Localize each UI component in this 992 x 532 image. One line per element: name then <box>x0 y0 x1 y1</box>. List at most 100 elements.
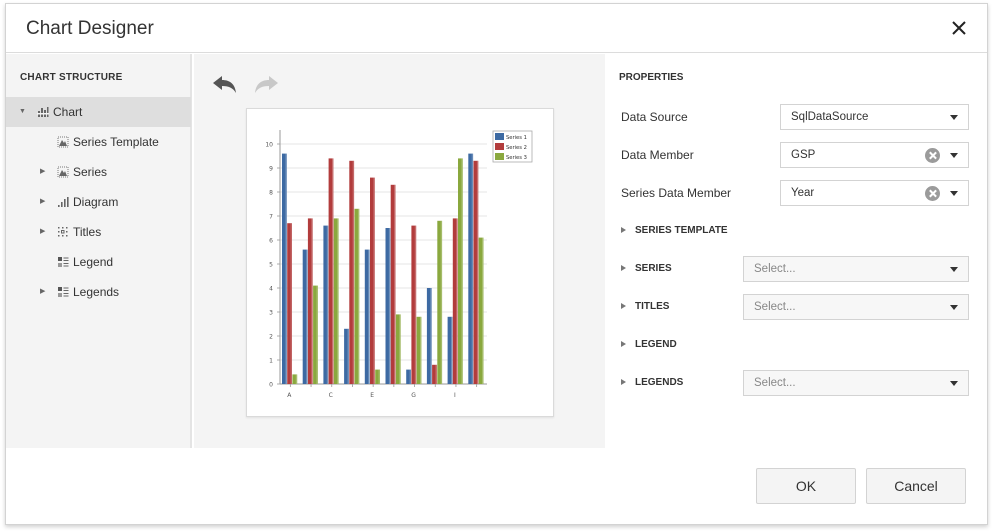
svg-text:6: 6 <box>269 238 273 245</box>
svg-text:Series 2: Series 2 <box>506 145 527 151</box>
series-data-member-select[interactable]: Year <box>780 180 969 206</box>
chevron-down-icon <box>950 191 958 196</box>
legends-select-placeholder: Select... <box>754 377 796 389</box>
chevron-down-icon <box>950 267 958 272</box>
section-label: SERIES <box>635 263 672 274</box>
data-member-label: Data Member <box>621 148 694 162</box>
tree-item-legends[interactable]: ▶ Legends <box>6 277 191 307</box>
chart-preview-panel: 0 1 2 3 4 5 6 7 8 9 10 A C E G I Series 1 Series 2 Series … <box>194 54 605 448</box>
tree-item-label: Series <box>73 165 108 179</box>
titles-select[interactable]: Select... <box>743 294 969 320</box>
chevron-down-icon <box>950 115 958 120</box>
close-icon <box>952 21 966 35</box>
tree-item-label: Series Template <box>73 135 159 149</box>
svg-text:3: 3 <box>269 310 273 317</box>
data-source-label: Data Source <box>621 110 688 124</box>
chevron-down-icon <box>950 153 958 158</box>
svg-text:Series 3: Series 3 <box>506 155 527 161</box>
series-data-member-value: Year <box>791 187 815 199</box>
series-data-member-label: Series Data Member <box>621 186 732 200</box>
expand-arrow-icon <box>621 341 626 347</box>
properties-heading: PROPERTIES <box>619 72 684 83</box>
collapsed-arrow-icon[interactable]: ▶ <box>40 228 46 235</box>
collapsed-arrow-icon[interactable]: ▶ <box>40 198 46 205</box>
svg-text:0: 0 <box>269 382 273 389</box>
tree-item-label: Diagram <box>73 195 119 209</box>
chart-icon <box>37 106 49 118</box>
tree-item-label: Legends <box>73 285 120 299</box>
tree-item-diagram[interactable]: ▶ Diagram <box>6 187 191 217</box>
redo-button[interactable] <box>252 74 280 96</box>
svg-text:4: 4 <box>269 286 273 293</box>
svg-text:E: E <box>370 392 374 399</box>
svg-text:C: C <box>329 392 333 399</box>
properties-panel: PROPERTIES Data Source SqlDataSource Dat… <box>605 54 987 448</box>
cancel-button[interactable]: Cancel <box>866 468 966 504</box>
chart-designer-dialog: Chart Designer CHART STRUCTURE ▼ Chart Ser… <box>5 3 988 525</box>
section-label: TITLES <box>635 301 670 312</box>
legend-icon <box>57 256 69 268</box>
svg-text:A: A <box>287 392 292 399</box>
chart-structure-tree: ▼ Chart Series Template ▶ Series ▶ Diagram ▶ Tit… <box>6 97 191 307</box>
svg-text:7: 7 <box>269 214 273 221</box>
series-icon <box>57 166 69 178</box>
section-label: LEGEND <box>635 339 677 350</box>
section-series-template[interactable]: SERIES TEMPLATE <box>621 225 728 236</box>
redo-icon <box>255 76 278 93</box>
dialog-title: Chart Designer <box>26 18 154 39</box>
chevron-down-icon <box>950 305 958 310</box>
data-member-select[interactable]: GSP <box>780 142 969 168</box>
svg-text:G: G <box>411 392 416 399</box>
bar-chart: 0 1 2 3 4 5 6 7 8 9 10 A C E G I Series 1 Series 2 Series … <box>265 130 533 399</box>
collapsed-arrow-icon[interactable]: ▶ <box>40 288 46 295</box>
chart-preview[interactable]: 0 1 2 3 4 5 6 7 8 9 10 A C E G I Series 1 Series 2 Series … <box>246 108 554 417</box>
titles-icon <box>57 226 69 238</box>
expanded-arrow-icon[interactable]: ▼ <box>19 108 26 115</box>
svg-text:8: 8 <box>269 190 273 197</box>
svg-text:I: I <box>454 392 456 399</box>
dialog-header: Chart Designer <box>6 4 987 53</box>
chevron-down-icon <box>950 381 958 386</box>
series-select[interactable]: Select... <box>743 256 969 282</box>
tree-item-series[interactable]: ▶ Series <box>6 157 191 187</box>
expand-arrow-icon <box>621 303 626 309</box>
svg-text:5: 5 <box>269 262 273 269</box>
section-legends[interactable]: LEGENDS <box>621 377 683 388</box>
diagram-icon <box>57 196 69 208</box>
tree-item-series-template[interactable]: Series Template <box>6 127 191 157</box>
tree-item-titles[interactable]: ▶ Titles <box>6 217 191 247</box>
clear-icon[interactable] <box>925 186 940 201</box>
data-source-value: SqlDataSource <box>791 111 869 123</box>
expand-arrow-icon <box>621 379 626 385</box>
expand-arrow-icon <box>621 227 626 233</box>
collapsed-arrow-icon[interactable]: ▶ <box>40 168 46 175</box>
close-button[interactable] <box>949 18 969 38</box>
legends-select[interactable]: Select... <box>743 370 969 396</box>
expand-arrow-icon <box>621 265 626 271</box>
section-label: LEGENDS <box>635 377 684 388</box>
data-source-select[interactable]: SqlDataSource <box>780 104 969 130</box>
titles-select-placeholder: Select... <box>754 301 796 313</box>
tree-item-chart[interactable]: ▼ Chart <box>6 97 191 127</box>
data-member-value: GSP <box>791 149 816 161</box>
series-template-icon <box>57 136 69 148</box>
tree-item-label: Legend <box>73 255 114 269</box>
section-titles[interactable]: TITLES <box>621 301 669 312</box>
undo-button[interactable] <box>211 74 239 96</box>
section-series[interactable]: SERIES <box>621 263 672 274</box>
undo-icon <box>213 76 236 93</box>
svg-text:10: 10 <box>265 142 273 149</box>
clear-icon[interactable] <box>925 148 940 163</box>
section-label: SERIES TEMPLATE <box>635 225 728 236</box>
tree-item-legend[interactable]: Legend <box>6 247 191 277</box>
svg-text:Series 1: Series 1 <box>506 135 527 141</box>
svg-text:1: 1 <box>269 358 273 365</box>
tree-item-label: Titles <box>73 225 102 239</box>
chart-structure-heading: CHART STRUCTURE <box>20 72 123 83</box>
chart-structure-panel: CHART STRUCTURE ▼ Chart Series Template ▶ Se… <box>6 54 192 448</box>
section-legend[interactable]: LEGEND <box>621 339 677 350</box>
ok-button[interactable]: OK <box>756 468 856 504</box>
series-select-placeholder: Select... <box>754 263 796 275</box>
svg-text:9: 9 <box>269 166 273 173</box>
legends-icon <box>57 286 69 298</box>
